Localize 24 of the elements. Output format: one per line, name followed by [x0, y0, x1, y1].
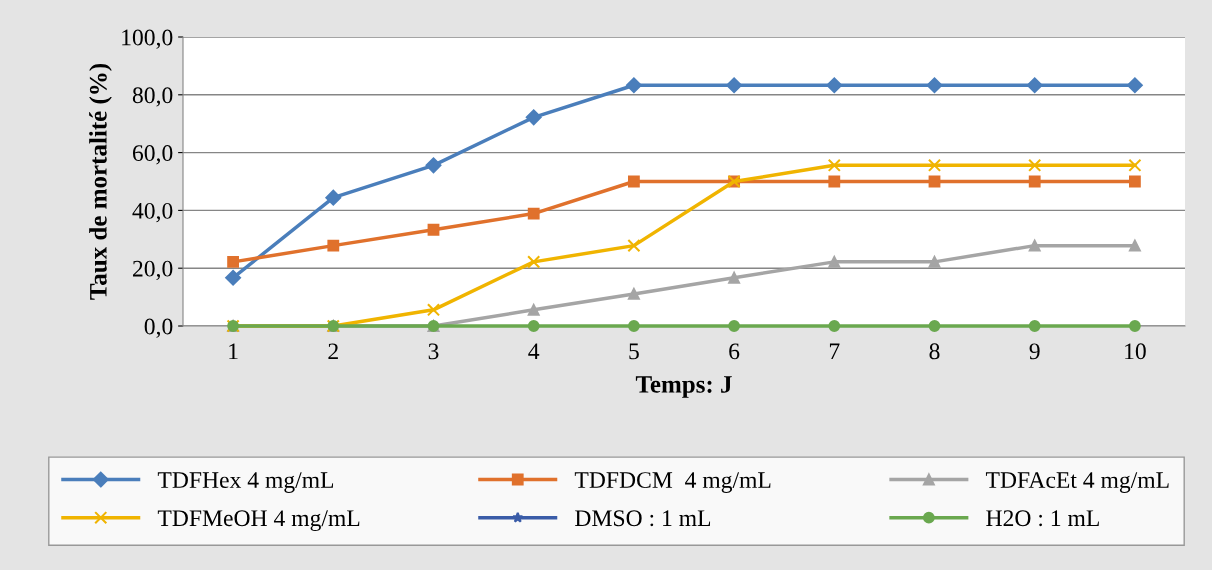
- x-tick-label: 8: [929, 343, 940, 360]
- x-tick-label: 2: [328, 343, 338, 360]
- legend-label: TDFDCM 4 mg/mL: [574, 472, 771, 493]
- legend-label: TDFHex 4 mg/mL: [157, 472, 334, 493]
- legend-label: DMSO : 1 mL: [575, 510, 711, 527]
- x-tick-label: 9: [1029, 343, 1040, 360]
- x-tick-label: 1: [229, 343, 238, 360]
- legend-label: TDFAcEt 4 mg/mL: [985, 472, 1169, 493]
- x-tick-label: 4: [528, 343, 540, 360]
- x-tick-label: 3: [428, 343, 439, 360]
- legend-label: TDFMeOH 4 mg/mL: [157, 510, 360, 532]
- x-tick-label: 6: [729, 343, 740, 360]
- y-tick-label: 100,0: [122, 29, 173, 49]
- y-tick-label: 20,0: [133, 260, 173, 281]
- y-tick-label: 40,0: [132, 202, 173, 223]
- x-tick-label: 10: [1125, 343, 1146, 360]
- x-tick-label: 5: [629, 343, 639, 360]
- x-axis-title: Temps: J: [635, 376, 732, 398]
- y-tick-label: 60,0: [132, 145, 173, 165]
- y-tick-label: 80,0: [132, 87, 173, 107]
- x-tick-label: 7: [829, 343, 840, 360]
- y-axis-title: Taux de mortalité (%): [89, 63, 112, 300]
- legend-label: H2O : 1 mL: [986, 510, 1099, 527]
- y-tick-label: 0,0: [144, 318, 173, 338]
